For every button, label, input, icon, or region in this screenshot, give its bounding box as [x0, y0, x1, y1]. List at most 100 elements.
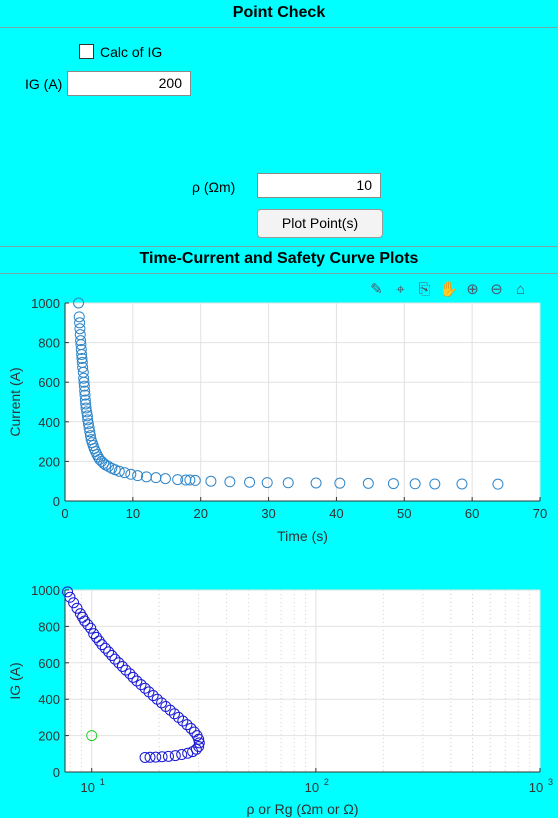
data-point — [169, 750, 181, 762]
y-tick-label: 0 — [53, 494, 60, 509]
data-point — [125, 468, 137, 480]
data-point — [131, 675, 143, 687]
data-point — [261, 477, 273, 489]
data-point — [84, 430, 96, 442]
data-tips-icon[interactable]: ⌖ — [396, 280, 405, 298]
data-point — [99, 642, 111, 654]
x-tick-label: 10 — [80, 780, 94, 795]
data-point — [127, 671, 139, 683]
data-point — [119, 467, 131, 479]
export-icon[interactable]: ⎘ — [418, 280, 431, 298]
home-icon[interactable]: ⌂ — [515, 280, 526, 298]
data-point — [177, 715, 189, 727]
x-tick-label: 60 — [465, 506, 479, 521]
y-tick-label: 600 — [38, 375, 60, 390]
x-tick-label: 20 — [193, 506, 207, 521]
data-point — [143, 686, 155, 698]
data-point — [135, 679, 147, 691]
data-point — [106, 650, 118, 662]
data-point — [109, 653, 121, 665]
calc-ig-label: Calc of IG — [100, 44, 163, 60]
data-point — [78, 372, 90, 384]
x-axis-label: ρ or Rg (Ωm or Ω) — [246, 801, 358, 817]
data-point — [113, 657, 125, 669]
data-point — [120, 664, 132, 676]
data-point — [187, 746, 199, 758]
data-point — [81, 406, 93, 418]
data-point — [456, 478, 468, 490]
rho-input[interactable]: 10 — [257, 173, 381, 198]
data-point — [80, 398, 92, 410]
x-tick-label: 50 — [397, 506, 411, 521]
data-point — [124, 668, 136, 680]
zoom-out-icon[interactable]: ⊖ — [490, 281, 503, 298]
data-point — [168, 708, 180, 720]
data-point — [429, 478, 441, 490]
brush-icon[interactable]: ✎ — [370, 281, 383, 298]
data-point — [73, 311, 85, 323]
data-point — [150, 751, 162, 763]
data-point — [85, 622, 97, 634]
data-point — [84, 426, 96, 438]
plots-section-title: Time-Current and Safety Curve Plots — [139, 250, 419, 267]
data-point — [164, 704, 176, 716]
data-point — [62, 586, 74, 598]
data-point — [182, 747, 194, 759]
ig-input[interactable]: 200 — [67, 71, 191, 96]
y-axis-label: IG (A) — [7, 662, 23, 699]
y-tick-label: 200 — [38, 729, 60, 744]
x-tick-exponent: 1 — [100, 777, 105, 787]
data-point — [96, 639, 108, 651]
pan-icon[interactable]: ✋ — [439, 281, 458, 298]
data-point — [172, 474, 184, 486]
data-point — [113, 465, 125, 477]
data-point — [68, 597, 80, 609]
data-point — [82, 414, 94, 426]
x-tick-label: 70 — [533, 506, 547, 521]
x-tick-label: 10 — [305, 780, 319, 795]
data-point — [176, 749, 188, 761]
data-point — [79, 385, 91, 397]
data-point — [387, 478, 399, 490]
data-point — [82, 418, 94, 430]
data-point — [147, 690, 159, 702]
data-point — [83, 422, 95, 434]
x-tick-exponent: 3 — [548, 777, 553, 787]
data-point — [184, 474, 196, 486]
x-tick-label: 0 — [61, 506, 68, 521]
plot-points-button[interactable]: Plot Point(s) — [257, 209, 383, 238]
data-point — [76, 348, 88, 360]
data-point — [144, 751, 156, 763]
data-point — [78, 380, 90, 392]
data-point — [73, 297, 85, 309]
data-point — [74, 317, 86, 329]
data-point — [74, 323, 86, 335]
y-tick-label: 0 — [53, 765, 60, 780]
data-point — [409, 478, 421, 490]
data-point — [224, 476, 236, 488]
data-point — [75, 335, 87, 347]
data-point — [205, 475, 217, 487]
data-point — [185, 722, 197, 734]
data-point — [282, 477, 294, 489]
data-point — [93, 635, 105, 647]
data-point — [334, 477, 346, 489]
data-point — [82, 619, 94, 631]
y-tick-label: 1000 — [31, 583, 60, 598]
data-point — [88, 628, 100, 640]
data-point — [116, 660, 128, 672]
data-point — [71, 602, 83, 614]
calc-ig-checkbox[interactable] — [79, 44, 94, 59]
zoom-in-icon[interactable]: ⊕ — [466, 281, 479, 298]
axes-toolbar: ✎ ⌖ ⎘ ✋ ⊕ ⊖ ⌂ — [366, 278, 531, 300]
point-check-title: Point Check — [232, 4, 326, 21]
y-tick-label: 1000 — [31, 296, 60, 311]
data-point — [139, 751, 151, 763]
divider — [0, 273, 558, 274]
y-tick-label: 400 — [38, 692, 60, 707]
x-tick-label: 10 — [529, 780, 543, 795]
data-point — [79, 394, 91, 406]
data-point — [77, 361, 89, 373]
